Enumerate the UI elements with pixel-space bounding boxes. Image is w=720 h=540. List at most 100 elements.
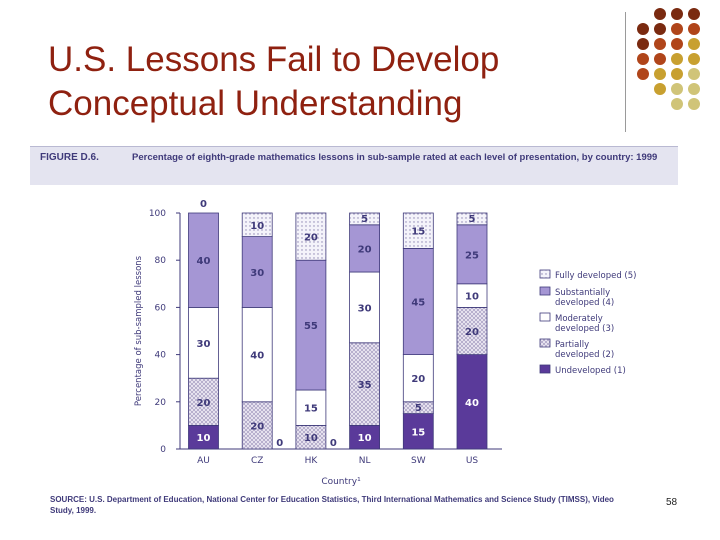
source-note: SOURCE: U.S. Department of Education, Na… <box>50 495 614 515</box>
x-tick-label: AU <box>197 456 210 466</box>
data-label: 20 <box>411 374 425 385</box>
figure-caption: Percentage of eighth-grade mathematics l… <box>132 152 658 163</box>
decor-dot <box>688 83 700 95</box>
x-tick-label: NL <box>359 456 371 466</box>
decor-dot <box>637 53 649 65</box>
data-label: 35 <box>358 380 372 391</box>
slide-title-line-2: Conceptual Understanding <box>48 84 463 123</box>
bar-segment <box>295 259 327 391</box>
decor-dot <box>688 68 700 80</box>
data-label: 0 <box>276 438 283 449</box>
decor-dot <box>671 23 683 35</box>
data-label: 40 <box>250 351 264 362</box>
legend-label: developed (4) <box>555 298 614 308</box>
legend-swatch <box>539 286 551 296</box>
bar-segment <box>456 306 488 355</box>
y-tick-label: 80 <box>155 256 167 266</box>
data-label: 10 <box>197 433 211 444</box>
bar-segment <box>241 212 273 238</box>
decor-dot <box>654 83 666 95</box>
bar-segment <box>456 354 488 450</box>
decor-dot <box>688 53 700 65</box>
data-label: 20 <box>304 233 318 244</box>
decor-dot <box>637 68 649 80</box>
decor-dot <box>654 8 666 20</box>
page-number: 58 <box>666 497 678 508</box>
data-label: 30 <box>197 339 211 350</box>
data-label: 55 <box>304 321 318 332</box>
title-divider <box>625 12 626 132</box>
y-tick-label: 40 <box>155 351 167 361</box>
bar-segment <box>241 306 273 403</box>
decor-dot <box>654 38 666 50</box>
bar-segment <box>402 247 434 355</box>
bar-segment <box>188 212 219 308</box>
decor-dot <box>671 98 683 110</box>
legend-label: Moderately <box>555 314 603 324</box>
y-tick-label: 0 <box>160 445 166 455</box>
data-label: 20 <box>358 244 372 255</box>
legend-label: Partially <box>555 340 589 350</box>
y-axis-label: Percentage of sub-sampled lessons <box>134 255 144 406</box>
data-label: 40 <box>197 256 211 267</box>
data-label: 0 <box>330 438 337 449</box>
data-label: 30 <box>358 303 372 314</box>
data-label: 15 <box>304 404 318 415</box>
y-tick-label: 60 <box>155 303 167 313</box>
decor-dot <box>671 8 683 20</box>
decor-dot <box>671 68 683 80</box>
legend-swatch <box>539 312 551 322</box>
data-label: 15 <box>411 427 425 438</box>
data-label: 5 <box>415 403 422 414</box>
legend-label: Substantially <box>555 288 610 298</box>
decor-dot <box>671 53 683 65</box>
legend-label: developed (2) <box>555 350 614 360</box>
bar-segment <box>188 377 219 426</box>
bar-segment <box>402 413 434 450</box>
legend-swatch <box>539 364 551 374</box>
y-tick-label: 100 <box>149 209 166 219</box>
decor-dot <box>637 38 649 50</box>
y-tick-label: 20 <box>155 398 167 408</box>
decor-dot <box>654 53 666 65</box>
bar-segment <box>295 212 327 261</box>
slide-title-line-1: U.S. Lessons Fail to Develop <box>48 40 500 79</box>
bar-segment <box>241 401 273 450</box>
data-label: 40 <box>465 398 479 409</box>
x-tick-label: HK <box>305 456 319 466</box>
data-label: 10 <box>250 221 264 232</box>
bar-segment <box>349 342 381 426</box>
data-label: 0 <box>200 199 207 210</box>
decor-dot <box>671 38 683 50</box>
legend-label: Fully developed (5) <box>555 271 636 281</box>
bar-segment <box>349 224 381 273</box>
decor-dot <box>654 23 666 35</box>
bar-segment <box>188 306 219 379</box>
slide-title: U.S. Lessons Fail to Develop Conceptual … <box>48 38 608 126</box>
figure-header: FIGURE D.6. Percentage of eighth-grade m… <box>30 146 678 185</box>
decor-dot <box>671 83 683 95</box>
decor-dot <box>688 23 700 35</box>
bar-segment <box>402 212 434 249</box>
bar-segment <box>295 389 327 426</box>
x-tick-label: US <box>466 456 479 466</box>
legend-label: developed (3) <box>555 324 614 334</box>
legend-swatch <box>539 338 551 348</box>
decor-dot <box>654 68 666 80</box>
decor-dot <box>688 38 700 50</box>
legend-label: Undeveloped (1) <box>555 366 626 376</box>
decorative-dot-grid <box>637 8 717 118</box>
data-label: 20 <box>250 421 264 432</box>
data-label: 5 <box>469 214 476 225</box>
data-label: 10 <box>465 292 479 303</box>
bar-segment <box>456 212 488 226</box>
data-label: 45 <box>411 298 425 309</box>
x-tick-label: CZ <box>251 456 263 466</box>
legend-swatch <box>539 269 551 279</box>
decor-dot <box>688 8 700 20</box>
figure-label: FIGURE D.6. <box>40 152 99 163</box>
data-label: 5 <box>361 214 368 225</box>
x-axis-label: Country¹ <box>321 477 361 487</box>
data-label: 10 <box>304 433 318 444</box>
